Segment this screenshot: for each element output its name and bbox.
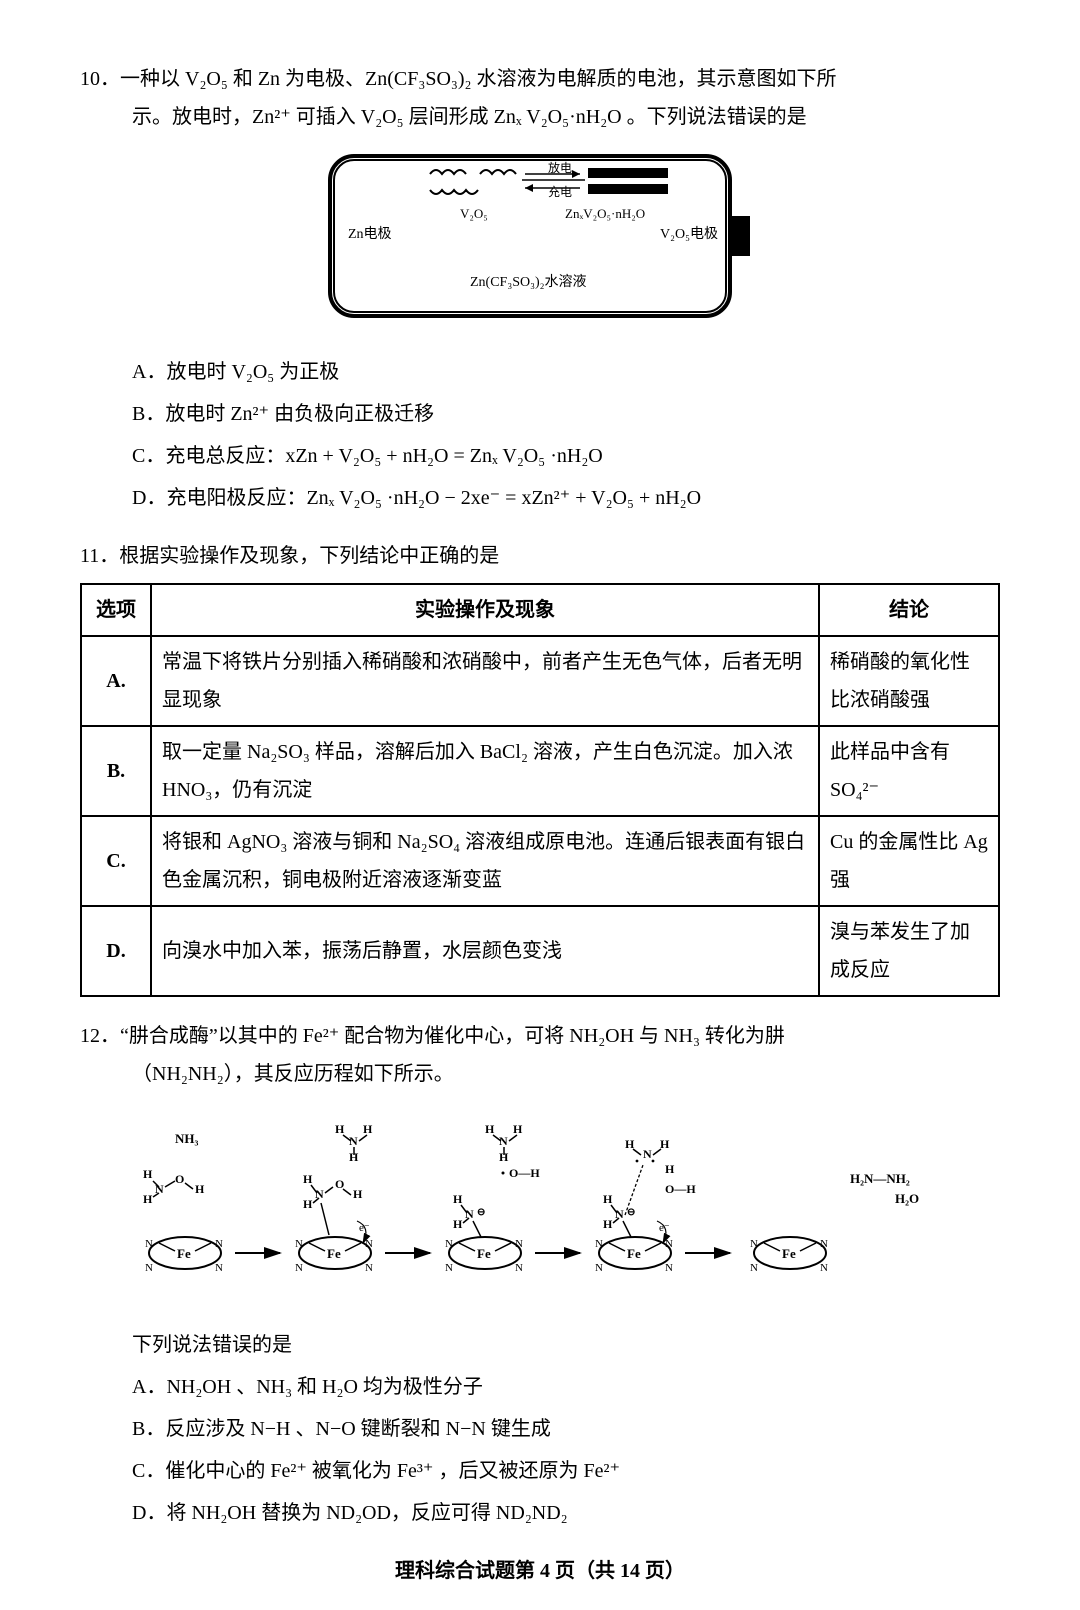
cell-opt: C. [81, 816, 151, 906]
svg-text:O: O [335, 1177, 344, 1191]
svg-text:N: N [615, 1207, 624, 1221]
q10-stem: 10．一种以 V₂O₅ 和 Zn 为电极、Zn(CF₃SO₃)₂ 水溶液为电解质… [80, 60, 1000, 98]
q11-table: 选项 实验操作及现象 结论 A. 常温下将铁片分别插入稀硝酸和浓硝酸中，前者产生… [80, 583, 1000, 997]
col-header-conclusion: 结论 [819, 584, 999, 636]
q10-battery-diagram: 放电 充电 V₂O₅ ZnₓV₂O₅·nH₂O Zn电极 V₂O₅电极 Zn(C… [80, 146, 1000, 339]
svg-text:⊖: ⊖ [477, 1207, 485, 1218]
table-header-row: 选项 实验操作及现象 结论 [81, 584, 999, 636]
q11-stem: 11．根据实验操作及现象，下列结论中正确的是 [80, 537, 1000, 575]
cell-obs: 常温下将铁片分别插入稀硝酸和浓硝酸中，前者产生无色气体，后者无明显现象 [151, 636, 819, 726]
svg-text:H: H [335, 1122, 345, 1136]
svg-text:H: H [660, 1137, 670, 1151]
q10-option-c: C．充电总反应：xZn + V₂O₅ + nH₂O = Znₓ V₂O₅ ·nH… [80, 437, 1000, 475]
mech-electron-label: e⁻ [359, 1222, 370, 1234]
svg-text:N: N [465, 1207, 474, 1221]
battery-zn-electrode-label: Zn电极 [348, 226, 392, 242]
svg-text:H: H [195, 1182, 205, 1196]
page-footer: 理科综合试题第 4 页（共 14 页） [80, 1552, 1000, 1590]
q12-post: 下列说法错误的是 [80, 1326, 1000, 1364]
q12-option-c: C．催化中心的 Fe²⁺ 被氧化为 Fe³⁺ ，后又被还原为 Fe²⁺ [80, 1452, 1000, 1490]
svg-text:H: H [143, 1192, 153, 1206]
svg-text:H: H [143, 1167, 153, 1181]
svg-text:N: N [315, 1187, 324, 1201]
question-11: 11．根据实验操作及现象，下列结论中正确的是 选项 实验操作及现象 结论 A. … [80, 537, 1000, 997]
cell-con: 溴与苯发生了加成反应 [819, 906, 999, 996]
svg-text:O—H: O—H [509, 1166, 540, 1180]
svg-text:H: H [363, 1122, 373, 1136]
mechanism-svg: Fe N N N N NH₃ H N O H [105, 1103, 975, 1303]
battery-v2o5-electrode-label: V₂O₅电极 [660, 226, 718, 242]
q11-stem-text: 根据实验操作及现象，下列结论中正确的是 [119, 545, 499, 567]
q12-option-b: B．反应涉及 N−H 、N−O 键断裂和 N−N 键生成 [80, 1410, 1000, 1448]
q12-stem: 12．“肼合成酶”以其中的 Fe²⁺ 配合物为催化中心，可将 NH₂OH 与 N… [80, 1017, 1000, 1055]
table-row: D. 向溴水中加入苯，振荡后静置，水层颜色变浅 溴与苯发生了加成反应 [81, 906, 999, 996]
svg-text:H: H [303, 1197, 313, 1211]
table-row: C. 将银和 AgNO₃ 溶液与铜和 Na₂SO₄ 溶液组成原电池。连通后银表面… [81, 816, 999, 906]
q10-option-b: B．放电时 Zn²⁺ 由负极向正极迁移 [80, 395, 1000, 433]
q12-option-a: A．NH₂OH 、NH₃ 和 H₂O 均为极性分子 [80, 1368, 1000, 1406]
battery-electrolyte-label: Zn(CF₃SO₃)₂水溶液 [470, 274, 587, 290]
col-header-observation: 实验操作及现象 [151, 584, 819, 636]
svg-text:e⁻: e⁻ [659, 1222, 670, 1234]
cell-opt: A. [81, 636, 151, 726]
q10-option-d: D．充电阳极反应：Znₓ V₂O₅ ·nH₂O − 2xe⁻ = xZn²⁺ +… [80, 479, 1000, 517]
mech-product-h2o: H₂O [895, 1191, 919, 1206]
svg-text:⊖: ⊖ [627, 1207, 635, 1218]
q12-number: 12． [80, 1025, 120, 1047]
svg-text:H: H [485, 1122, 495, 1136]
svg-text:H: H [353, 1187, 363, 1201]
svg-text:H: H [453, 1192, 463, 1206]
cell-opt: D. [81, 906, 151, 996]
cell-con: Cu 的金属性比 Ag 强 [819, 816, 999, 906]
svg-text:H: H [665, 1162, 675, 1176]
q10-option-a: A．放电时 V₂O₅ 为正极 [80, 353, 1000, 391]
q12-mechanism-diagram: Fe N N N N NH₃ H N O H [80, 1103, 1000, 1316]
battery-v2o5-label: V₂O₅ [460, 206, 488, 221]
question-12: 12．“肼合成酶”以其中的 Fe²⁺ 配合物为催化中心，可将 NH₂OH 与 N… [80, 1017, 1000, 1532]
svg-text:H: H [603, 1192, 613, 1206]
svg-text:H: H [603, 1217, 613, 1231]
q12-stem-line2: （NH₂NH₂），其反应历程如下所示。 [80, 1055, 1000, 1093]
svg-text:O—H: O—H [665, 1182, 696, 1196]
mech-nh3-label: NH₃ [175, 1131, 199, 1146]
q10-number: 10． [80, 68, 120, 90]
table-row: B. 取一定量 Na₂SO₃ 样品，溶解后加入 BaCl₂ 溶液，产生白色沉淀。… [81, 726, 999, 816]
q12-option-d: D．将 NH₂OH 替换为 ND₂OD，反应可得 ND₂ND₂ [80, 1494, 1000, 1532]
cell-obs: 将银和 AgNO₃ 溶液与铜和 Na₂SO₄ 溶液组成原电池。连通后银表面有银白… [151, 816, 819, 906]
svg-text:N: N [643, 1147, 652, 1161]
battery-svg: 放电 充电 V₂O₅ ZnₓV₂O₅·nH₂O Zn电极 V₂O₅电极 Zn(C… [310, 146, 770, 326]
svg-text:O: O [175, 1172, 184, 1186]
cell-opt: B. [81, 726, 151, 816]
cell-obs: 向溴水中加入苯，振荡后静置，水层颜色变浅 [151, 906, 819, 996]
battery-charge-label: 充电 [548, 184, 572, 199]
svg-text:H: H [453, 1217, 463, 1231]
cell-con: 此样品中含有 SO₄²⁻ [819, 726, 999, 816]
mech-product-nh2nh2: H₂N—NH₂ [850, 1171, 910, 1186]
col-header-option: 选项 [81, 584, 151, 636]
cell-con: 稀硝酸的氧化性比浓硝酸强 [819, 636, 999, 726]
q10-stem-line1: 一种以 V₂O₅ 和 Zn 为电极、Zn(CF₃SO₃)₂ 水溶液为电解质的电池… [120, 68, 837, 90]
question-10: 10．一种以 V₂O₅ 和 Zn 为电极、Zn(CF₃SO₃)₂ 水溶液为电解质… [80, 60, 1000, 517]
table-row: A. 常温下将铁片分别插入稀硝酸和浓硝酸中，前者产生无色气体，后者无明显现象 稀… [81, 636, 999, 726]
q10-stem-line2: 示。放电时，Zn²⁺ 可插入 V₂O₅ 层间形成 Znₓ V₂O₅·nH₂O 。… [80, 98, 1000, 136]
svg-text:H: H [303, 1172, 313, 1186]
q11-number: 11． [80, 545, 119, 567]
battery-discharge-label: 放电 [548, 160, 572, 175]
q12-stem-line1: “肼合成酶”以其中的 Fe²⁺ 配合物为催化中心，可将 NH₂OH 与 NH₃ … [120, 1025, 785, 1047]
svg-text:H: H [513, 1122, 523, 1136]
cell-obs: 取一定量 Na₂SO₃ 样品，溶解后加入 BaCl₂ 溶液，产生白色沉淀。加入浓… [151, 726, 819, 816]
battery-znxv2o5-label: ZnₓV₂O₅·nH₂O [565, 206, 645, 221]
